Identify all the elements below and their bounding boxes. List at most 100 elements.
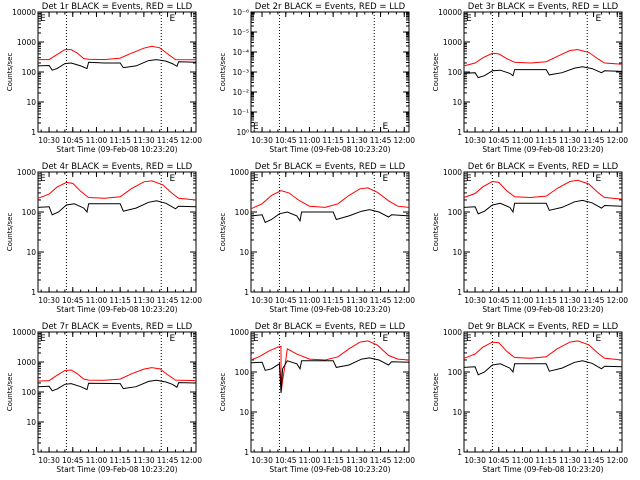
x-tick-label: 10:30 [251, 296, 273, 305]
event-marker: E [466, 174, 472, 184]
y-tick-label: 1000 [443, 38, 462, 47]
x-tick-label: 10:30 [251, 136, 273, 145]
chart-title: Det 4r BLACK = Events, RED = LLD [42, 162, 193, 172]
x-tick-label: 11:30 [346, 136, 368, 145]
event-marker: E [253, 174, 259, 184]
event-rate-line [37, 379, 197, 392]
event-rate-line [37, 200, 197, 216]
x-tick-label: 11:00 [86, 296, 108, 305]
y-tick-label: 10⁻⁴ [232, 48, 249, 57]
event-marker: E [383, 334, 389, 344]
x-tick-label: 12:00 [393, 296, 415, 305]
y-axis-label: Counts/sec [219, 373, 227, 412]
chart-panel: Det 8r BLACK = Events, RED = LLD 1 10 100 10… [219, 322, 415, 474]
chart-title: Det 7r BLACK = Events, RED = LLD [42, 322, 193, 332]
chart-panel: Det 6r BLACK = Events, RED = LLD 1 10 100 10… [432, 162, 628, 314]
plot-frame [250, 171, 410, 293]
chart-title: Det 9r BLACK = Events, RED = LLD [468, 322, 619, 332]
chart-panel: Det 7r BLACK = Events, RED = LLD 1 10 100 10… [6, 322, 202, 474]
x-tick-label: 12:00 [606, 136, 628, 145]
y-axis-label: Counts/sec [432, 213, 440, 252]
x-tick-label: 11:00 [512, 456, 534, 465]
event-marker: E [596, 334, 602, 344]
y-tick-label: 10⁻⁶ [232, 8, 249, 17]
y-tick-label: 100 [22, 68, 37, 77]
x-tick-label: 11:30 [559, 296, 581, 305]
event-marker: E [170, 14, 176, 24]
x-tick-label: 10:45 [488, 296, 510, 305]
event-marker: E [253, 334, 259, 344]
y-axis-label: Counts/sec [6, 213, 14, 252]
y-tick-label: 100 [448, 368, 463, 377]
chart-panel: Det 1r BLACK = Events, RED = LLD 1 10 100 10… [6, 2, 202, 154]
x-tick-label: 12:00 [180, 296, 202, 305]
x-tick-label: 11:15 [109, 456, 131, 465]
x-axis-label: Start Time (09-Feb-08 10:23:20) [269, 465, 390, 474]
x-tick-label: 11:30 [133, 136, 155, 145]
y-tick-label: 100 [448, 208, 463, 217]
x-axis-label: Start Time (09-Feb-08 10:23:20) [269, 305, 390, 314]
x-tick-label: 10:45 [275, 136, 297, 145]
event-marker: E [466, 14, 472, 24]
y-axis-label: Counts/sec [6, 53, 14, 92]
x-tick-label: 11:30 [346, 296, 368, 305]
plot-frame [463, 171, 623, 293]
event-rate-line [463, 360, 623, 376]
chart-title: Det 8r BLACK = Events, RED = LLD [255, 322, 406, 332]
event-marker: E [170, 334, 176, 344]
y-tick-label: 10 [452, 408, 462, 417]
y-tick-label: 1 [244, 288, 249, 297]
chart-title: Det 2r BLACK = Events, RED = LLD [255, 2, 406, 12]
y-tick-label: 1000 [230, 168, 249, 177]
x-tick-label: 11:15 [535, 136, 557, 145]
event-marker: E [383, 122, 389, 132]
y-tick-label: 10 [26, 98, 36, 107]
y-tick-label: 1 [31, 448, 36, 457]
y-tick-label: 1 [457, 128, 462, 137]
event-marker: E [40, 14, 46, 24]
y-tick-label: 100 [448, 68, 463, 77]
lld-rate-line [463, 340, 623, 361]
x-tick-label: 11:30 [133, 456, 155, 465]
plot-frame [250, 331, 410, 453]
x-tick-label: 11:30 [559, 456, 581, 465]
event-rate-line [250, 209, 410, 224]
y-tick-label: 10000 [438, 8, 462, 17]
y-tick-label: 10 [452, 248, 462, 257]
plot-frame [463, 11, 623, 133]
lld-rate-line [463, 179, 623, 200]
x-tick-label: 12:00 [180, 456, 202, 465]
lld-rate-line [250, 187, 410, 210]
lld-rate-line [463, 49, 623, 67]
x-tick-label: 11:30 [133, 296, 155, 305]
event-marker: E [40, 174, 46, 184]
y-tick-label: 1 [457, 288, 462, 297]
x-tick-label: 11:00 [512, 136, 534, 145]
y-tick-label: 1 [31, 288, 36, 297]
event-marker: E [253, 122, 259, 132]
event-rate-line [37, 59, 197, 71]
x-tick-label: 10:45 [488, 456, 510, 465]
event-marker: E [596, 174, 602, 184]
lld-rate-line [37, 180, 197, 201]
x-tick-label: 11:30 [559, 136, 581, 145]
y-axis-label: Counts/sec [432, 373, 440, 412]
x-axis-label: Start Time (09-Feb-08 10:23:20) [56, 465, 177, 474]
x-tick-label: 11:45 [583, 136, 605, 145]
x-axis-label: Start Time (09-Feb-08 10:23:20) [56, 145, 177, 154]
event-rate-line [463, 199, 623, 215]
x-tick-label: 10:30 [251, 456, 273, 465]
event-marker: E [466, 334, 472, 344]
event-marker: E [40, 334, 46, 344]
plot-frame [37, 11, 197, 133]
x-axis-label: Start Time (09-Feb-08 10:23:20) [482, 465, 603, 474]
chart-panel: Det 3r BLACK = Events, RED = LLD 1 10 100 10… [432, 2, 628, 154]
event-marker: E [596, 14, 602, 24]
y-axis-label: Counts/sec [432, 53, 440, 92]
x-tick-label: 10:45 [488, 136, 510, 145]
y-tick-label: 10 [239, 248, 249, 257]
plot-frame [37, 331, 197, 453]
x-tick-label: 12:00 [393, 456, 415, 465]
x-tick-label: 12:00 [606, 296, 628, 305]
y-tick-label: 10000 [12, 328, 36, 337]
